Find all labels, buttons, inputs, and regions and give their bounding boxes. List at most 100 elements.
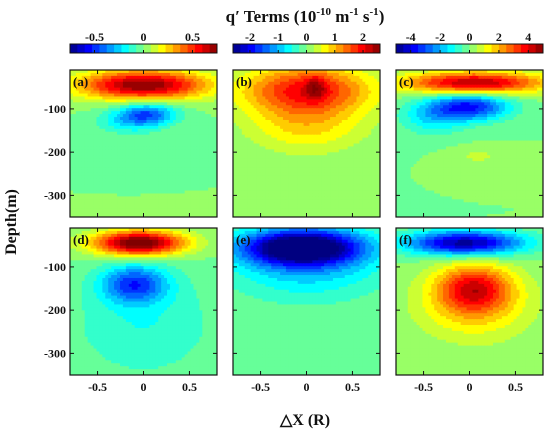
field-cell	[309, 119, 313, 124]
field-cell	[335, 114, 340, 118]
field-cell	[297, 70, 302, 74]
field-cell	[70, 108, 74, 112]
field-cell	[99, 161, 103, 165]
field-cell	[178, 93, 183, 98]
field-cell	[96, 102, 100, 106]
field-cell	[211, 149, 215, 153]
field-cell	[262, 78, 266, 83]
field-cell	[134, 140, 139, 145]
field-cell	[368, 205, 372, 209]
field-cell	[365, 140, 369, 145]
field-cell	[265, 178, 269, 183]
field-cell	[309, 155, 313, 159]
field-cell	[117, 208, 121, 212]
field-cell	[119, 161, 124, 165]
field-cell	[72, 134, 77, 139]
field-cell	[247, 155, 252, 159]
field-cell	[371, 81, 375, 86]
field-cell	[265, 137, 269, 142]
field-cell	[309, 167, 313, 171]
field-cell	[114, 102, 118, 106]
field-cell	[359, 114, 363, 118]
field-cell	[131, 122, 136, 127]
field-cell	[93, 181, 98, 186]
field-cell	[235, 72, 240, 77]
field-cell	[164, 161, 168, 165]
field-cell	[371, 122, 375, 127]
field-cell	[347, 169, 352, 174]
field-cell	[262, 134, 266, 139]
field-cell	[315, 117, 319, 121]
field-cell	[332, 111, 337, 115]
field-cell	[119, 152, 124, 156]
field-cell	[193, 114, 198, 118]
field-cell	[327, 84, 331, 89]
colorbar-segment	[172, 44, 181, 53]
field-cell	[280, 125, 284, 130]
field-cell	[277, 70, 281, 74]
field-cell	[155, 108, 159, 112]
field-cell	[208, 78, 212, 83]
field-cell	[187, 99, 192, 103]
field-cell	[268, 131, 272, 136]
field-cell	[172, 149, 177, 153]
field-cell	[256, 152, 261, 156]
field-cell	[93, 208, 98, 212]
field-cell	[324, 125, 328, 130]
field-cell	[318, 167, 322, 171]
field-cell	[190, 152, 195, 156]
field-cell	[87, 99, 92, 103]
field-cell	[377, 96, 380, 100]
field-cell	[193, 181, 198, 186]
field-cell	[377, 128, 380, 133]
field-cell	[208, 164, 212, 168]
field-cell	[347, 199, 352, 203]
field-cell	[350, 184, 355, 189]
field-cell	[149, 178, 153, 183]
field-cell	[214, 81, 217, 86]
field-cell	[78, 167, 83, 171]
field-cell	[321, 175, 325, 180]
field-cell	[318, 90, 322, 95]
field-cell	[202, 140, 206, 145]
field-cell	[181, 134, 186, 139]
field-cell	[277, 75, 281, 80]
field-cell	[128, 205, 133, 209]
field-cell	[347, 84, 352, 89]
field-cell	[137, 149, 142, 153]
field-cell	[233, 205, 237, 209]
field-cell	[193, 178, 198, 183]
field-cell	[338, 172, 343, 177]
field-cell	[335, 169, 340, 174]
field-cell	[172, 108, 177, 112]
field-cell	[332, 134, 337, 139]
field-cell	[294, 190, 299, 195]
field-cell	[70, 105, 74, 109]
field-cell	[321, 111, 325, 115]
field-cell	[268, 119, 272, 124]
field-cell	[335, 81, 340, 86]
field-cell	[72, 70, 77, 74]
field-cell	[268, 70, 272, 74]
field-cell	[175, 93, 180, 98]
field-cell	[134, 105, 139, 109]
field-cell	[356, 81, 361, 86]
field-cell	[285, 93, 290, 98]
colorbar-segment	[247, 44, 256, 53]
colorbar-tick-label: -4	[406, 30, 416, 44]
field-cell	[241, 164, 246, 168]
field-cell	[321, 199, 325, 203]
field-cell	[374, 175, 378, 180]
field-cell	[87, 146, 92, 150]
field-cell	[362, 108, 366, 112]
field-cell	[288, 117, 293, 121]
field-cell	[122, 96, 127, 100]
field-cell	[344, 187, 349, 192]
field-cell	[214, 70, 217, 74]
field-cell	[359, 146, 363, 150]
field-cell	[341, 178, 346, 183]
field-cell	[297, 172, 302, 177]
field-cell	[72, 172, 77, 177]
field-cell	[167, 108, 171, 112]
field-cell	[155, 128, 159, 133]
